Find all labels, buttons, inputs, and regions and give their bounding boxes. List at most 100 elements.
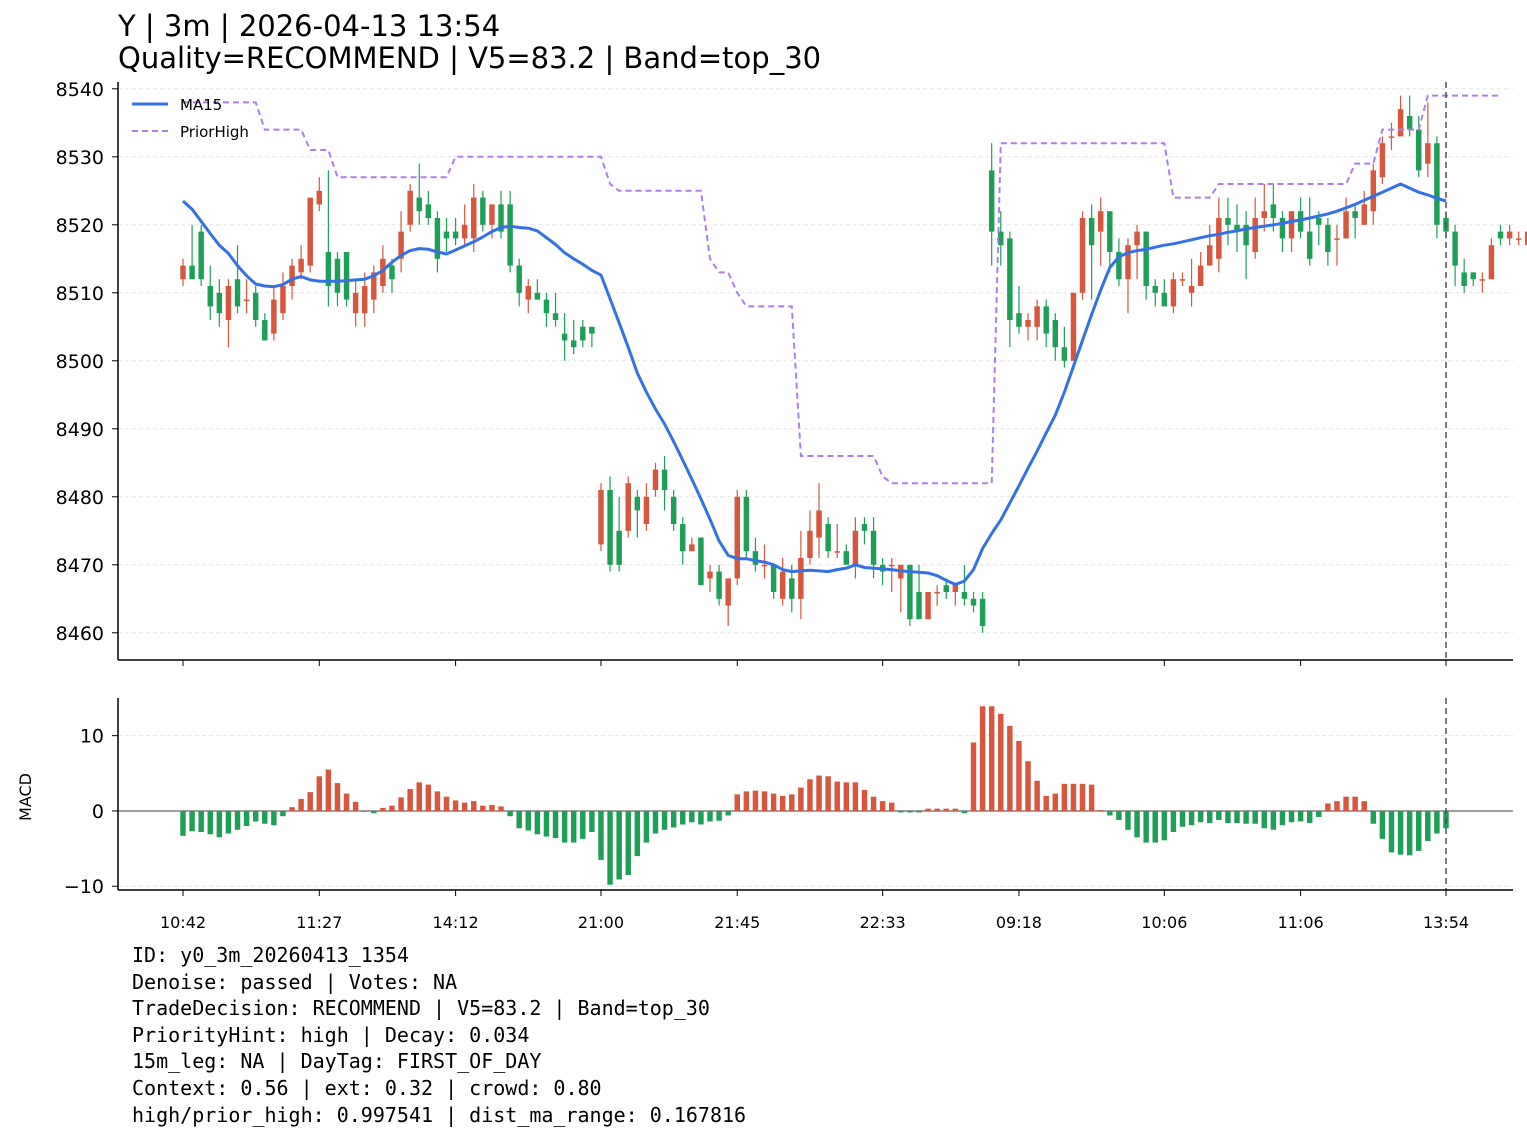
candle-body — [1406, 116, 1413, 130]
macd-bar — [1134, 810, 1140, 838]
candle-body — [489, 204, 495, 225]
macd-bar — [1325, 803, 1331, 811]
macd-bar — [325, 769, 332, 811]
macd-bar — [998, 713, 1004, 811]
prior-high-line — [183, 94, 1501, 485]
candle-body — [943, 585, 949, 592]
macd-bar — [816, 775, 822, 811]
price-y-tick-label: 8500 — [56, 351, 104, 373]
candle-body — [1152, 286, 1158, 293]
macd-bar — [1297, 810, 1304, 822]
macd-bar — [407, 789, 413, 811]
macd-bar — [480, 805, 486, 811]
candle-body — [507, 204, 513, 266]
macd-bar — [779, 795, 786, 811]
macd-bar — [1107, 810, 1113, 816]
macd-bar — [371, 810, 377, 814]
macd-bar — [698, 810, 704, 825]
macd-bar — [1379, 810, 1386, 839]
macd-bar — [280, 810, 286, 817]
candle-body — [716, 571, 722, 599]
candle-body — [1343, 211, 1349, 239]
candle-body — [707, 571, 713, 579]
macd-bar — [680, 810, 686, 825]
candle-body — [907, 564, 913, 620]
candle-body — [552, 313, 559, 320]
macd-bar — [1188, 810, 1195, 826]
candle-body — [1125, 245, 1131, 280]
macd-bar — [298, 798, 304, 811]
macd-bar — [652, 810, 659, 834]
macd-bar — [443, 796, 450, 811]
macd-bar — [689, 810, 695, 823]
candle-body — [252, 292, 259, 320]
macd-bar — [807, 779, 813, 811]
macd-bar — [343, 793, 350, 811]
candle-body — [652, 469, 659, 490]
candle-body — [789, 578, 795, 599]
candle-body — [1052, 320, 1059, 348]
candle-body — [1325, 224, 1331, 252]
info-panel: ID: y0_3m_20260413_1354 Denoise: passed … — [132, 942, 746, 1128]
candle-body — [1506, 231, 1513, 239]
macd-bar — [1097, 810, 1104, 811]
macd-bar — [1434, 810, 1440, 834]
macd-bar — [352, 801, 359, 811]
macd-bar — [1306, 810, 1313, 823]
candle-body — [1416, 129, 1422, 171]
macd-bar — [1207, 810, 1213, 823]
macd-bar — [1243, 810, 1249, 824]
candle-body — [180, 265, 186, 280]
macd-bar — [1370, 810, 1377, 824]
macd-bar — [525, 810, 532, 831]
macd-bar — [489, 804, 495, 811]
macd-bar — [189, 810, 195, 832]
macd-bar — [1388, 810, 1395, 853]
price-y-tick-label: 8470 — [56, 555, 104, 577]
macd-bar — [843, 782, 850, 811]
axes: 8460 8470 8480 8490 8500 8510 8520 8530 8540 −10 0… — [56, 79, 1513, 932]
price-y-tick-label: 8460 — [56, 623, 104, 645]
macd-bar — [988, 706, 995, 811]
candle-body — [661, 469, 668, 490]
macd-bar — [543, 810, 550, 837]
candle-body — [770, 564, 777, 592]
macd-bar — [961, 810, 968, 814]
candle-body — [752, 551, 759, 565]
price-y-tick-label: 8530 — [56, 147, 104, 169]
macd-bar — [1061, 783, 1068, 811]
macd-bar — [889, 802, 895, 811]
price-y-tick-label: 8490 — [56, 419, 104, 441]
legend-priorhigh-label: PriorHigh — [180, 123, 249, 141]
candle-body — [870, 530, 877, 565]
candle-body — [1207, 245, 1213, 266]
candle-body — [543, 299, 550, 314]
x-tick-label: 11:06 — [1278, 913, 1324, 932]
macd-bars — [180, 706, 1449, 885]
candle-body — [443, 231, 450, 239]
macd-bar — [1152, 810, 1158, 843]
macd-bar — [634, 810, 641, 857]
candle-body — [1379, 143, 1386, 178]
candle-body — [1079, 218, 1086, 293]
price-y-tick-label: 8480 — [56, 487, 104, 509]
candle-body — [1061, 347, 1068, 361]
macd-bar — [979, 706, 986, 811]
macd-bar — [589, 810, 595, 833]
macd-bar — [670, 810, 677, 828]
candle-body — [670, 496, 677, 524]
candlesticks — [180, 95, 1527, 633]
candle-body — [1461, 272, 1467, 286]
candle-body — [625, 483, 631, 531]
macd-bar — [216, 810, 223, 838]
macd-bar — [1288, 810, 1295, 823]
macd-bar — [1079, 783, 1086, 811]
candle-body — [1261, 211, 1267, 218]
macd-y-tick-label: −10 — [64, 876, 104, 898]
candle-body — [452, 231, 459, 239]
macd-bar — [734, 794, 740, 811]
price-y-tick-label: 8520 — [56, 215, 104, 237]
macd-bar — [643, 810, 650, 843]
info-line: PriorityHint: high | Decay: 0.034 — [132, 1022, 530, 1047]
candle-body — [1488, 245, 1495, 280]
